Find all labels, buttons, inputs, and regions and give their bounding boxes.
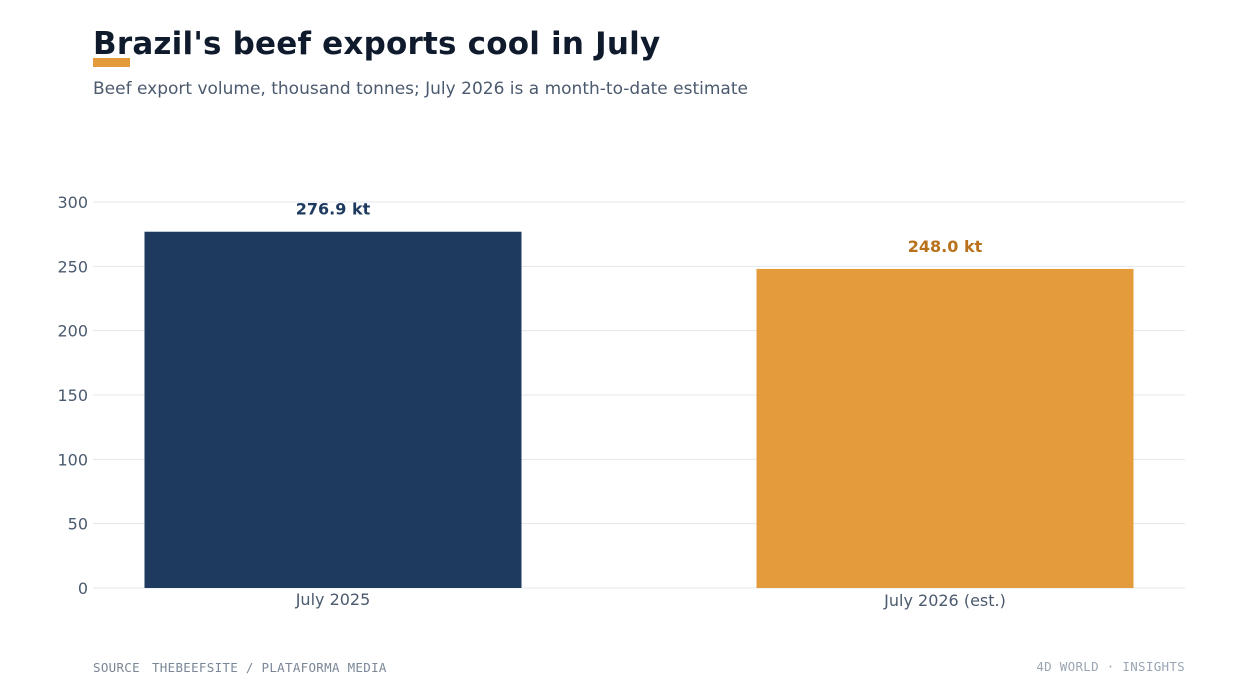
y-tick-label-6: 300	[57, 193, 88, 212]
x-tick-label-0: July 2025	[295, 590, 371, 609]
y-tick-label-2: 100	[57, 450, 88, 469]
data-label-1: 248.0 kt	[908, 237, 983, 256]
y-tick-label-5: 250	[57, 257, 88, 276]
y-tick-label-1: 50	[68, 515, 88, 534]
bar-1	[756, 268, 1134, 588]
title-accent-bar	[93, 58, 130, 67]
source-label: SOURCE	[93, 660, 140, 675]
data-label-0: 276.9 kt	[296, 200, 371, 219]
chart-title: Brazil's beef exports cool in July	[93, 26, 661, 62]
chart-subtitle: Beef export volume, thousand tonnes; Jul…	[93, 79, 748, 99]
x-tick-label-1: July 2026 (est.)	[883, 591, 1006, 610]
source-text: THEBEEFSITE / PLATAFORMA MEDIA	[151, 660, 387, 675]
source-note: SOURCE THEBEEFSITE / PLATAFORMA MEDIA	[93, 660, 387, 675]
y-tick-label-0: 0	[78, 579, 88, 598]
brand-credit: 4D WORLD · INSIGHTS	[1036, 659, 1185, 674]
bar-0	[144, 231, 522, 589]
y-tick-label-3: 150	[57, 386, 88, 405]
chart-header: Brazil's beef exports cool in July Beef …	[93, 24, 1185, 101]
y-tick-label-4: 200	[57, 322, 88, 341]
